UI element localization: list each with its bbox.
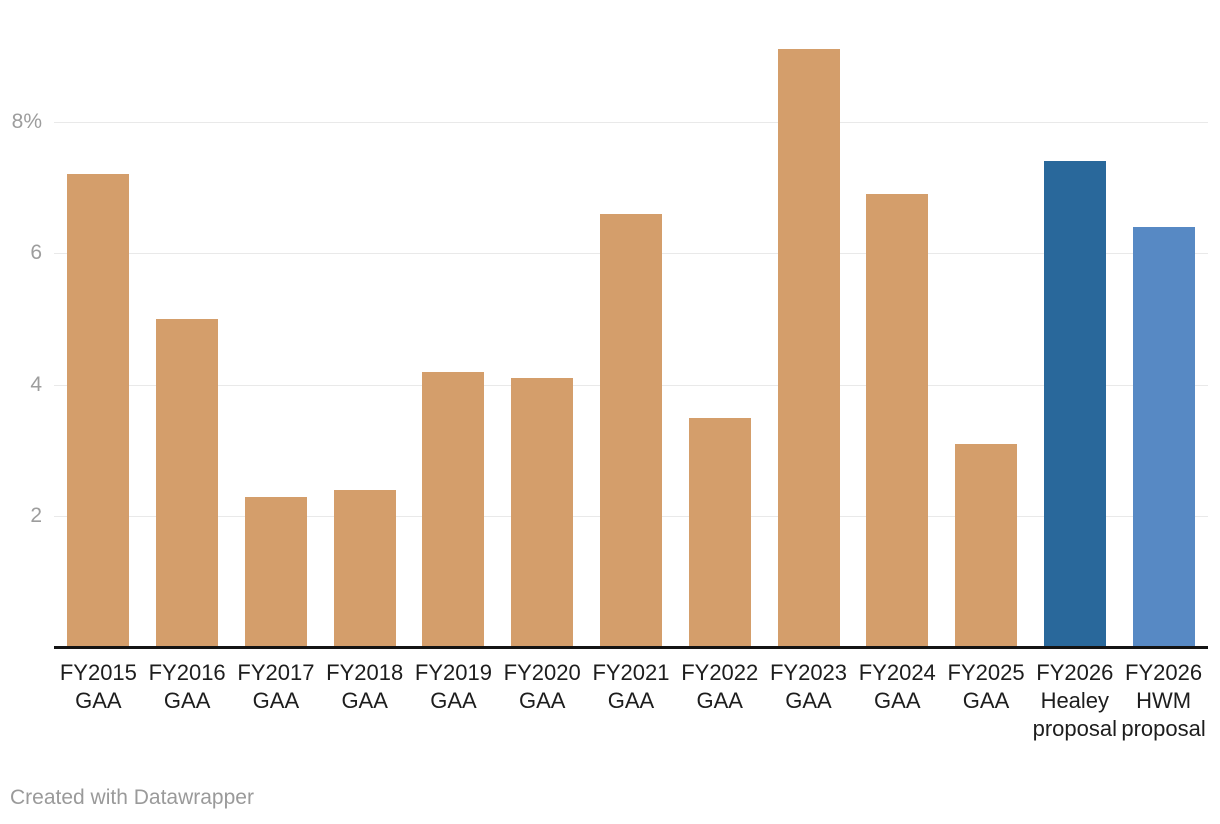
- bar-slot: [675, 0, 764, 648]
- x-axis-label-line: proposal: [1032, 716, 1117, 741]
- x-axis-label-fy2019-gaa: FY2019 GAA: [409, 659, 498, 743]
- x-axis-label-line: GAA: [607, 688, 655, 713]
- x-axis-label-line: FY2024: [858, 660, 936, 685]
- bar-slot: [853, 0, 942, 648]
- x-axis-label-fy2021-gaa: FY2021 GAA: [587, 659, 676, 743]
- x-axis-label-line: FY2017: [237, 660, 315, 685]
- bar-slot: [320, 0, 409, 648]
- plot-area: [54, 0, 1208, 649]
- x-axis-labels: FY2015 GAA FY2016 GAA FY2017 GAA FY2018 GAA FY20…: [54, 659, 1208, 743]
- x-axis-label-fy2024-gaa: FY2024 GAA: [853, 659, 942, 743]
- bar-fy2015-gaa: [67, 174, 130, 648]
- x-axis-label-fy2023-gaa: FY2023 GAA: [764, 659, 853, 743]
- bar-fy2022-gaa: [688, 417, 751, 648]
- x-axis-label-fy2022-gaa: FY2022 GAA: [675, 659, 764, 743]
- bar-fy2018-gaa: [333, 490, 396, 648]
- x-axis-label-line: FY2026: [1036, 660, 1114, 685]
- x-axis-label-line: FY2023: [769, 660, 848, 685]
- datawrapper-credit-link[interactable]: Created with Datawrapper: [10, 786, 254, 809]
- x-axis-label-line: GAA: [252, 688, 300, 713]
- bar-slot: [587, 0, 676, 648]
- x-axis-label-line: GAA: [518, 688, 566, 713]
- x-axis-label-fy2020-gaa: FY2020 GAA: [498, 659, 587, 743]
- x-axis-label-fy2015-gaa: FY2015 GAA: [54, 659, 143, 743]
- bar-slot: [1119, 0, 1208, 648]
- bar-fy2024-gaa: [866, 194, 929, 648]
- bar-fy2026-hwm-proposal: [1132, 226, 1195, 648]
- x-axis-label-line: HWM: [1136, 688, 1192, 713]
- x-axis-label-line: FY2026: [1125, 660, 1203, 685]
- x-axis-label-line: GAA: [785, 688, 832, 713]
- bar-fy2025-gaa: [955, 444, 1018, 648]
- bar-slot: [143, 0, 232, 648]
- x-axis-label-line: FY2015: [59, 660, 137, 685]
- bar-slot: [54, 0, 143, 648]
- x-axis-label-line: Healey: [1040, 688, 1110, 713]
- bar-fy2019-gaa: [422, 371, 485, 648]
- x-axis-label-fy2018-gaa: FY2018 GAA: [320, 659, 409, 743]
- x-axis-label-line: GAA: [874, 688, 921, 713]
- bars-container: [54, 0, 1208, 648]
- x-axis-label-line: GAA: [75, 688, 122, 713]
- x-axis-label-line: FY2018: [326, 660, 404, 685]
- x-axis-label-line: FY2020: [503, 660, 581, 685]
- y-tick-label-6: 6: [30, 241, 42, 265]
- x-axis-label-fy2026-healey-proposal: FY2026 Healey proposal: [1030, 659, 1119, 743]
- x-axis-label-line: GAA: [696, 688, 743, 713]
- x-axis-label-line: GAA: [163, 688, 211, 713]
- bar-slot: [232, 0, 321, 648]
- bar-fy2016-gaa: [156, 319, 219, 648]
- x-axis-label-line: GAA: [430, 688, 477, 713]
- x-axis-label-line: FY2021: [592, 660, 670, 685]
- x-axis-label-fy2025-gaa: FY2025 GAA: [942, 659, 1031, 743]
- bar-slot: [764, 0, 853, 648]
- x-axis-label-line: FY2022: [681, 660, 759, 685]
- x-axis-label-line: FY2025: [947, 660, 1025, 685]
- bar-fy2026-healey-proposal: [1043, 161, 1106, 648]
- gridline-8: [54, 121, 1208, 123]
- y-tick-label-4: 4: [30, 372, 42, 396]
- bar-slot: [942, 0, 1031, 648]
- bar-slot: [409, 0, 498, 648]
- y-tick-label-2: 2: [30, 504, 42, 528]
- x-axis-baseline: [54, 646, 1208, 649]
- x-axis-label-fy2026-hwm-proposal: FY2026 HWM proposal: [1119, 659, 1208, 743]
- bar-fy2017-gaa: [244, 496, 307, 648]
- x-axis-label-fy2017-gaa: FY2017 GAA: [232, 659, 321, 743]
- x-axis-label-line: GAA: [962, 688, 1010, 713]
- x-axis-label-fy2016-gaa: FY2016 GAA: [143, 659, 232, 743]
- x-axis-label-line: GAA: [341, 688, 388, 713]
- bar-fy2020-gaa: [511, 378, 574, 648]
- bar-slot: [1030, 0, 1119, 648]
- bar-fy2021-gaa: [599, 213, 662, 648]
- x-axis-label-line: FY2019: [414, 660, 492, 685]
- x-axis-label-line: FY2016: [148, 660, 226, 685]
- bar-slot: [498, 0, 587, 648]
- bar-fy2023-gaa: [777, 49, 840, 648]
- x-axis-label-line: proposal: [1121, 716, 1206, 741]
- y-tick-label-8: 8%: [11, 109, 42, 133]
